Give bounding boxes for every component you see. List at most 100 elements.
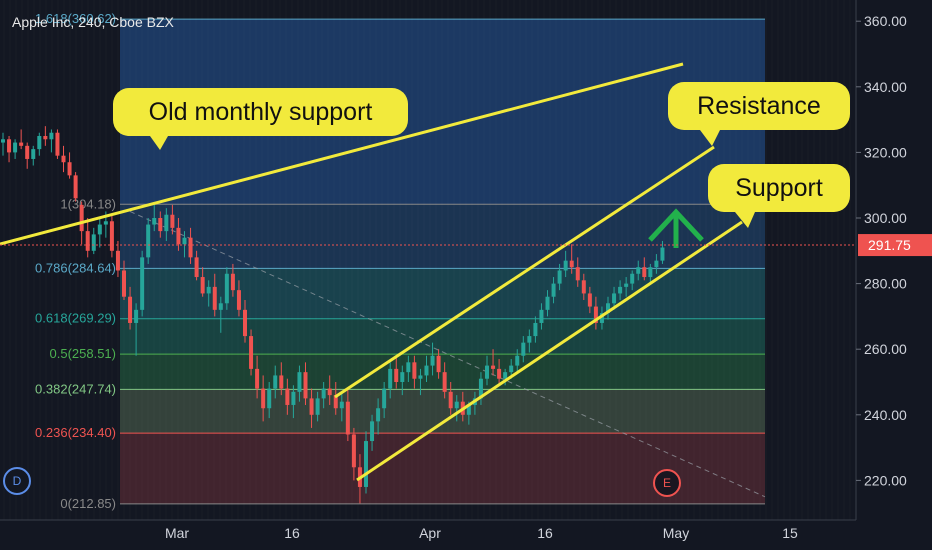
candle-body	[521, 342, 526, 356]
x-tick-label: Apr	[419, 525, 441, 541]
candle-body	[122, 270, 126, 297]
callout-support: Support	[708, 164, 850, 212]
candle-body	[563, 260, 568, 271]
fib-level-label: 0(212.85)	[60, 496, 116, 511]
candle-body	[351, 434, 356, 468]
candle-body	[575, 267, 580, 281]
y-tick-label: 300.00	[864, 210, 907, 226]
candle-body	[279, 375, 284, 389]
candle-body	[503, 372, 508, 379]
candle-body	[315, 398, 320, 415]
candle-body	[485, 365, 489, 379]
candle-body	[478, 378, 483, 399]
candle-body	[515, 355, 520, 366]
candle-body	[321, 388, 326, 399]
candle-body	[539, 309, 544, 323]
time-axis	[0, 520, 932, 550]
candle-body	[164, 214, 169, 232]
candle-body	[243, 309, 247, 337]
candle-body	[466, 404, 471, 415]
candle-body	[333, 395, 338, 409]
callout-resistance: Resistance	[668, 82, 850, 130]
candle-body	[509, 365, 514, 373]
callout-old-monthly-support: Old monthly support	[113, 88, 408, 136]
candle-body	[587, 293, 592, 307]
candle-body	[491, 365, 496, 369]
chart-title: Apple Inc, 240, Cboe BZX	[12, 14, 174, 30]
x-tick-label: 16	[284, 525, 300, 541]
y-tick-label: 320.00	[864, 144, 907, 160]
candle-body	[533, 322, 538, 337]
y-tick-label: 360.00	[864, 13, 907, 29]
candle-body	[103, 221, 108, 225]
candle-body	[224, 273, 229, 304]
up-arrow-icon	[648, 208, 704, 242]
candle-body	[376, 408, 381, 422]
candle-body	[128, 296, 133, 323]
callout-pointer	[150, 136, 168, 150]
candle-body	[67, 162, 72, 176]
y-tick-label: 340.00	[864, 79, 907, 95]
candle-body	[370, 421, 375, 442]
candle-body	[91, 234, 96, 251]
candle-body	[97, 224, 102, 235]
candle-body	[382, 388, 387, 409]
resistance-trendline	[334, 145, 715, 399]
last-price-label: 291.75	[868, 237, 911, 253]
dividend-event-icon[interactable]: D	[3, 467, 31, 495]
candle-body	[630, 273, 635, 284]
candle-body	[146, 224, 151, 258]
y-tick-label: 240.00	[864, 407, 907, 423]
fib-zone	[120, 354, 765, 390]
candle-body	[418, 375, 423, 379]
fib-level-label: 0.236(234.40)	[35, 425, 116, 440]
candle-body	[327, 388, 332, 396]
candle-body	[273, 375, 278, 389]
candle-body	[618, 286, 623, 294]
x-tick-label: 16	[537, 525, 553, 541]
candle-body	[436, 355, 441, 373]
candle-body	[115, 250, 120, 271]
candle-body	[31, 149, 36, 159]
candle-body	[79, 204, 84, 232]
candle-body	[73, 175, 78, 199]
candle-body	[303, 372, 308, 399]
fib-level-label: 1(304.18)	[60, 196, 116, 211]
candle-body	[170, 214, 175, 228]
candle-body	[25, 145, 30, 159]
candle-body	[255, 368, 260, 389]
candle-body	[636, 267, 641, 274]
candle-body	[249, 336, 254, 369]
candle-body	[442, 372, 447, 392]
candle-body	[454, 401, 459, 409]
candle-body	[309, 398, 314, 415]
y-tick-label: 280.00	[864, 276, 907, 292]
candle-body	[406, 362, 411, 373]
candle-body	[218, 303, 223, 310]
candle-body	[188, 237, 193, 258]
candle-body	[158, 218, 163, 232]
candle-body	[261, 388, 266, 409]
candle-body	[394, 368, 399, 382]
candle-body	[291, 391, 296, 405]
candle-body	[55, 132, 60, 156]
candle-body	[19, 142, 24, 146]
earnings-event-icon[interactable]: E	[653, 469, 681, 497]
dashed-downtrend-line	[129, 210, 766, 498]
fib-zone	[120, 204, 765, 269]
y-tick-label: 220.00	[864, 472, 907, 488]
candle-body	[599, 313, 604, 323]
candle-body	[648, 267, 653, 278]
candle-body	[364, 441, 368, 487]
candle-body	[182, 237, 187, 245]
candle-body	[230, 273, 235, 291]
callout-pointer	[700, 130, 720, 146]
old-support-trendline	[0, 62, 684, 246]
candle-body	[448, 391, 453, 409]
candle-body	[557, 270, 562, 284]
candle-body	[345, 401, 350, 435]
candle-body	[569, 260, 574, 268]
candle-body	[134, 309, 139, 323]
candle-body	[194, 257, 199, 278]
candle-body	[236, 290, 241, 310]
